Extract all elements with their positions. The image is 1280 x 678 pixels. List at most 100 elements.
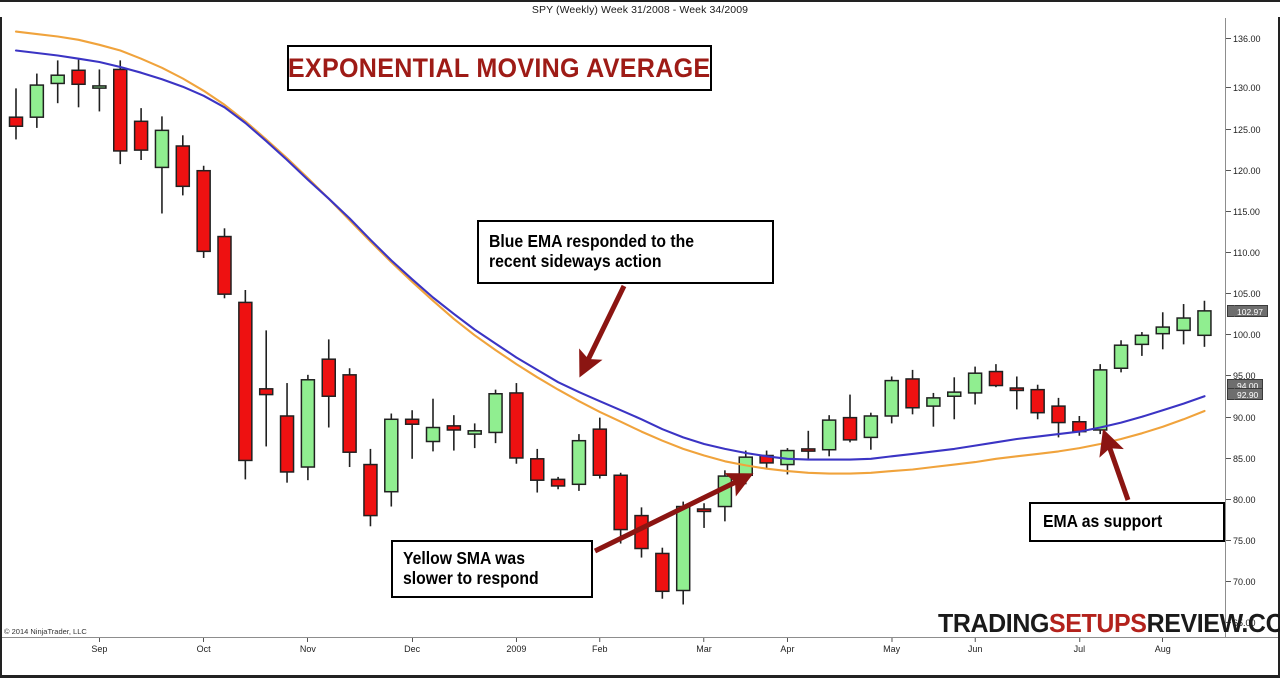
- candle: [342, 368, 357, 468]
- candle: [926, 392, 941, 427]
- candle: [384, 413, 399, 507]
- candle: [967, 366, 983, 405]
- candle: [300, 374, 316, 481]
- price-tick: 136.00: [1226, 34, 1261, 44]
- candle: [1009, 376, 1025, 410]
- candle: [279, 383, 295, 483]
- candle: [988, 364, 1004, 388]
- watermark-part1: TRADING: [938, 608, 1050, 638]
- candle: [1030, 384, 1045, 420]
- callout-ema-sideways: Blue EMA responded to the recent sideway…: [477, 220, 774, 284]
- title-annotation-box: EXPONENTIAL MOVING AVERAGE: [287, 45, 712, 91]
- candle: [113, 60, 128, 165]
- time-tick: Jun: [968, 638, 982, 654]
- time-tick: Jul: [1074, 638, 1085, 654]
- candle: [404, 410, 420, 459]
- candle: [801, 430, 816, 459]
- candle: [1092, 364, 1108, 435]
- price-tick: 125.00: [1226, 125, 1261, 135]
- candle: [238, 290, 253, 480]
- callout-ema-sideways-line1: Blue EMA responded to the: [489, 231, 695, 252]
- candle: [321, 339, 336, 428]
- time-tick: Nov: [300, 638, 316, 654]
- candle: [363, 448, 378, 527]
- watermark-part3: REVIEW.COM: [1146, 608, 1280, 638]
- candle: [884, 376, 899, 424]
- time-tick: Oct: [197, 638, 211, 654]
- candle: [92, 69, 107, 112]
- time-tick: 2009: [506, 638, 526, 654]
- candle: [196, 165, 211, 258]
- time-tick: Apr: [780, 638, 794, 654]
- price-marker-badge: 102.97: [1227, 304, 1268, 317]
- price-tick: 115.00: [1226, 207, 1260, 217]
- candle: [1134, 332, 1150, 356]
- candle: [467, 423, 482, 449]
- price-axis[interactable]: 136.00 130.00 125.00 120.00 115.00 110.00 105.…: [1225, 18, 1278, 637]
- ema-line: [14, 49, 1206, 461]
- candle: [133, 108, 149, 160]
- candle: [1051, 397, 1066, 438]
- candle: [550, 476, 566, 490]
- candle: [29, 73, 45, 128]
- candle: [947, 377, 962, 420]
- price-tick: 100.00: [1226, 330, 1261, 340]
- window-title: SPY (Weekly) Week 31/2008 - Week 34/2009: [531, 4, 749, 16]
- candle: [675, 501, 691, 605]
- time-tick: Sep: [91, 638, 107, 654]
- price-tick: 70.00: [1226, 577, 1256, 587]
- candle: [488, 389, 503, 444]
- candle: [258, 330, 274, 447]
- candle: [738, 450, 753, 485]
- candle: [154, 116, 170, 214]
- candlestick-svg: [8, 30, 1212, 605]
- price-tick: 120.00: [1226, 166, 1261, 176]
- candle: [696, 503, 712, 528]
- candle: [759, 450, 774, 470]
- candle: [425, 398, 441, 452]
- candle: [217, 228, 232, 299]
- time-tick: Aug: [1155, 638, 1171, 654]
- price-tick: 75.00: [1226, 536, 1256, 546]
- time-tick: May: [883, 638, 900, 654]
- candle: [446, 415, 462, 451]
- price-marker-badge: 92.90: [1227, 387, 1264, 400]
- time-tick: Dec: [404, 638, 420, 654]
- price-plot-area[interactable]: [2, 18, 1225, 637]
- candle: [613, 472, 628, 544]
- copyright-label: © 2014 NinjaTrader, LLC: [4, 627, 87, 636]
- candle: [1197, 300, 1212, 347]
- callout-ema-support-text: EMA as support: [1043, 511, 1163, 532]
- price-tick: 130.00: [1226, 83, 1261, 93]
- sma-line: [14, 30, 1206, 475]
- candle: [717, 470, 733, 522]
- price-tick: 105.00: [1226, 289, 1261, 299]
- candle: [863, 412, 879, 450]
- candle: [71, 59, 86, 108]
- candle: [1155, 312, 1170, 350]
- price-tick: 110.00: [1226, 248, 1260, 258]
- candle: [509, 383, 524, 464]
- callout-ema-sideways-line2: recent sideways action: [489, 251, 662, 271]
- price-tick: 95.00: [1226, 371, 1256, 381]
- chart-frame: [0, 17, 1280, 678]
- price-tick: 90.00: [1226, 413, 1256, 423]
- time-tick: Feb: [592, 638, 608, 654]
- callout-sma-slow-line2: slower to respond: [403, 568, 539, 588]
- time-axis[interactable]: Sep Oct Nov Dec 2009 Feb Mar Apr May Jun Jul Aug: [2, 637, 1278, 675]
- candle: [821, 415, 837, 457]
- candle: [8, 88, 24, 140]
- candle: [655, 547, 670, 599]
- price-tick: 65.00: [1226, 618, 1256, 628]
- candle: [842, 394, 858, 443]
- price-tick: 85.00: [1226, 454, 1256, 464]
- candle: [905, 369, 920, 415]
- candle: [634, 507, 649, 558]
- price-tick: 80.00: [1226, 495, 1256, 505]
- title-annotation-text: EXPONENTIAL MOVING AVERAGE: [288, 52, 711, 83]
- candle: [1176, 304, 1191, 345]
- candle: [571, 434, 587, 491]
- watermark-part2: SETUPS: [1049, 608, 1147, 638]
- callout-sma-slow: Yellow SMA was slower to respond: [391, 540, 593, 598]
